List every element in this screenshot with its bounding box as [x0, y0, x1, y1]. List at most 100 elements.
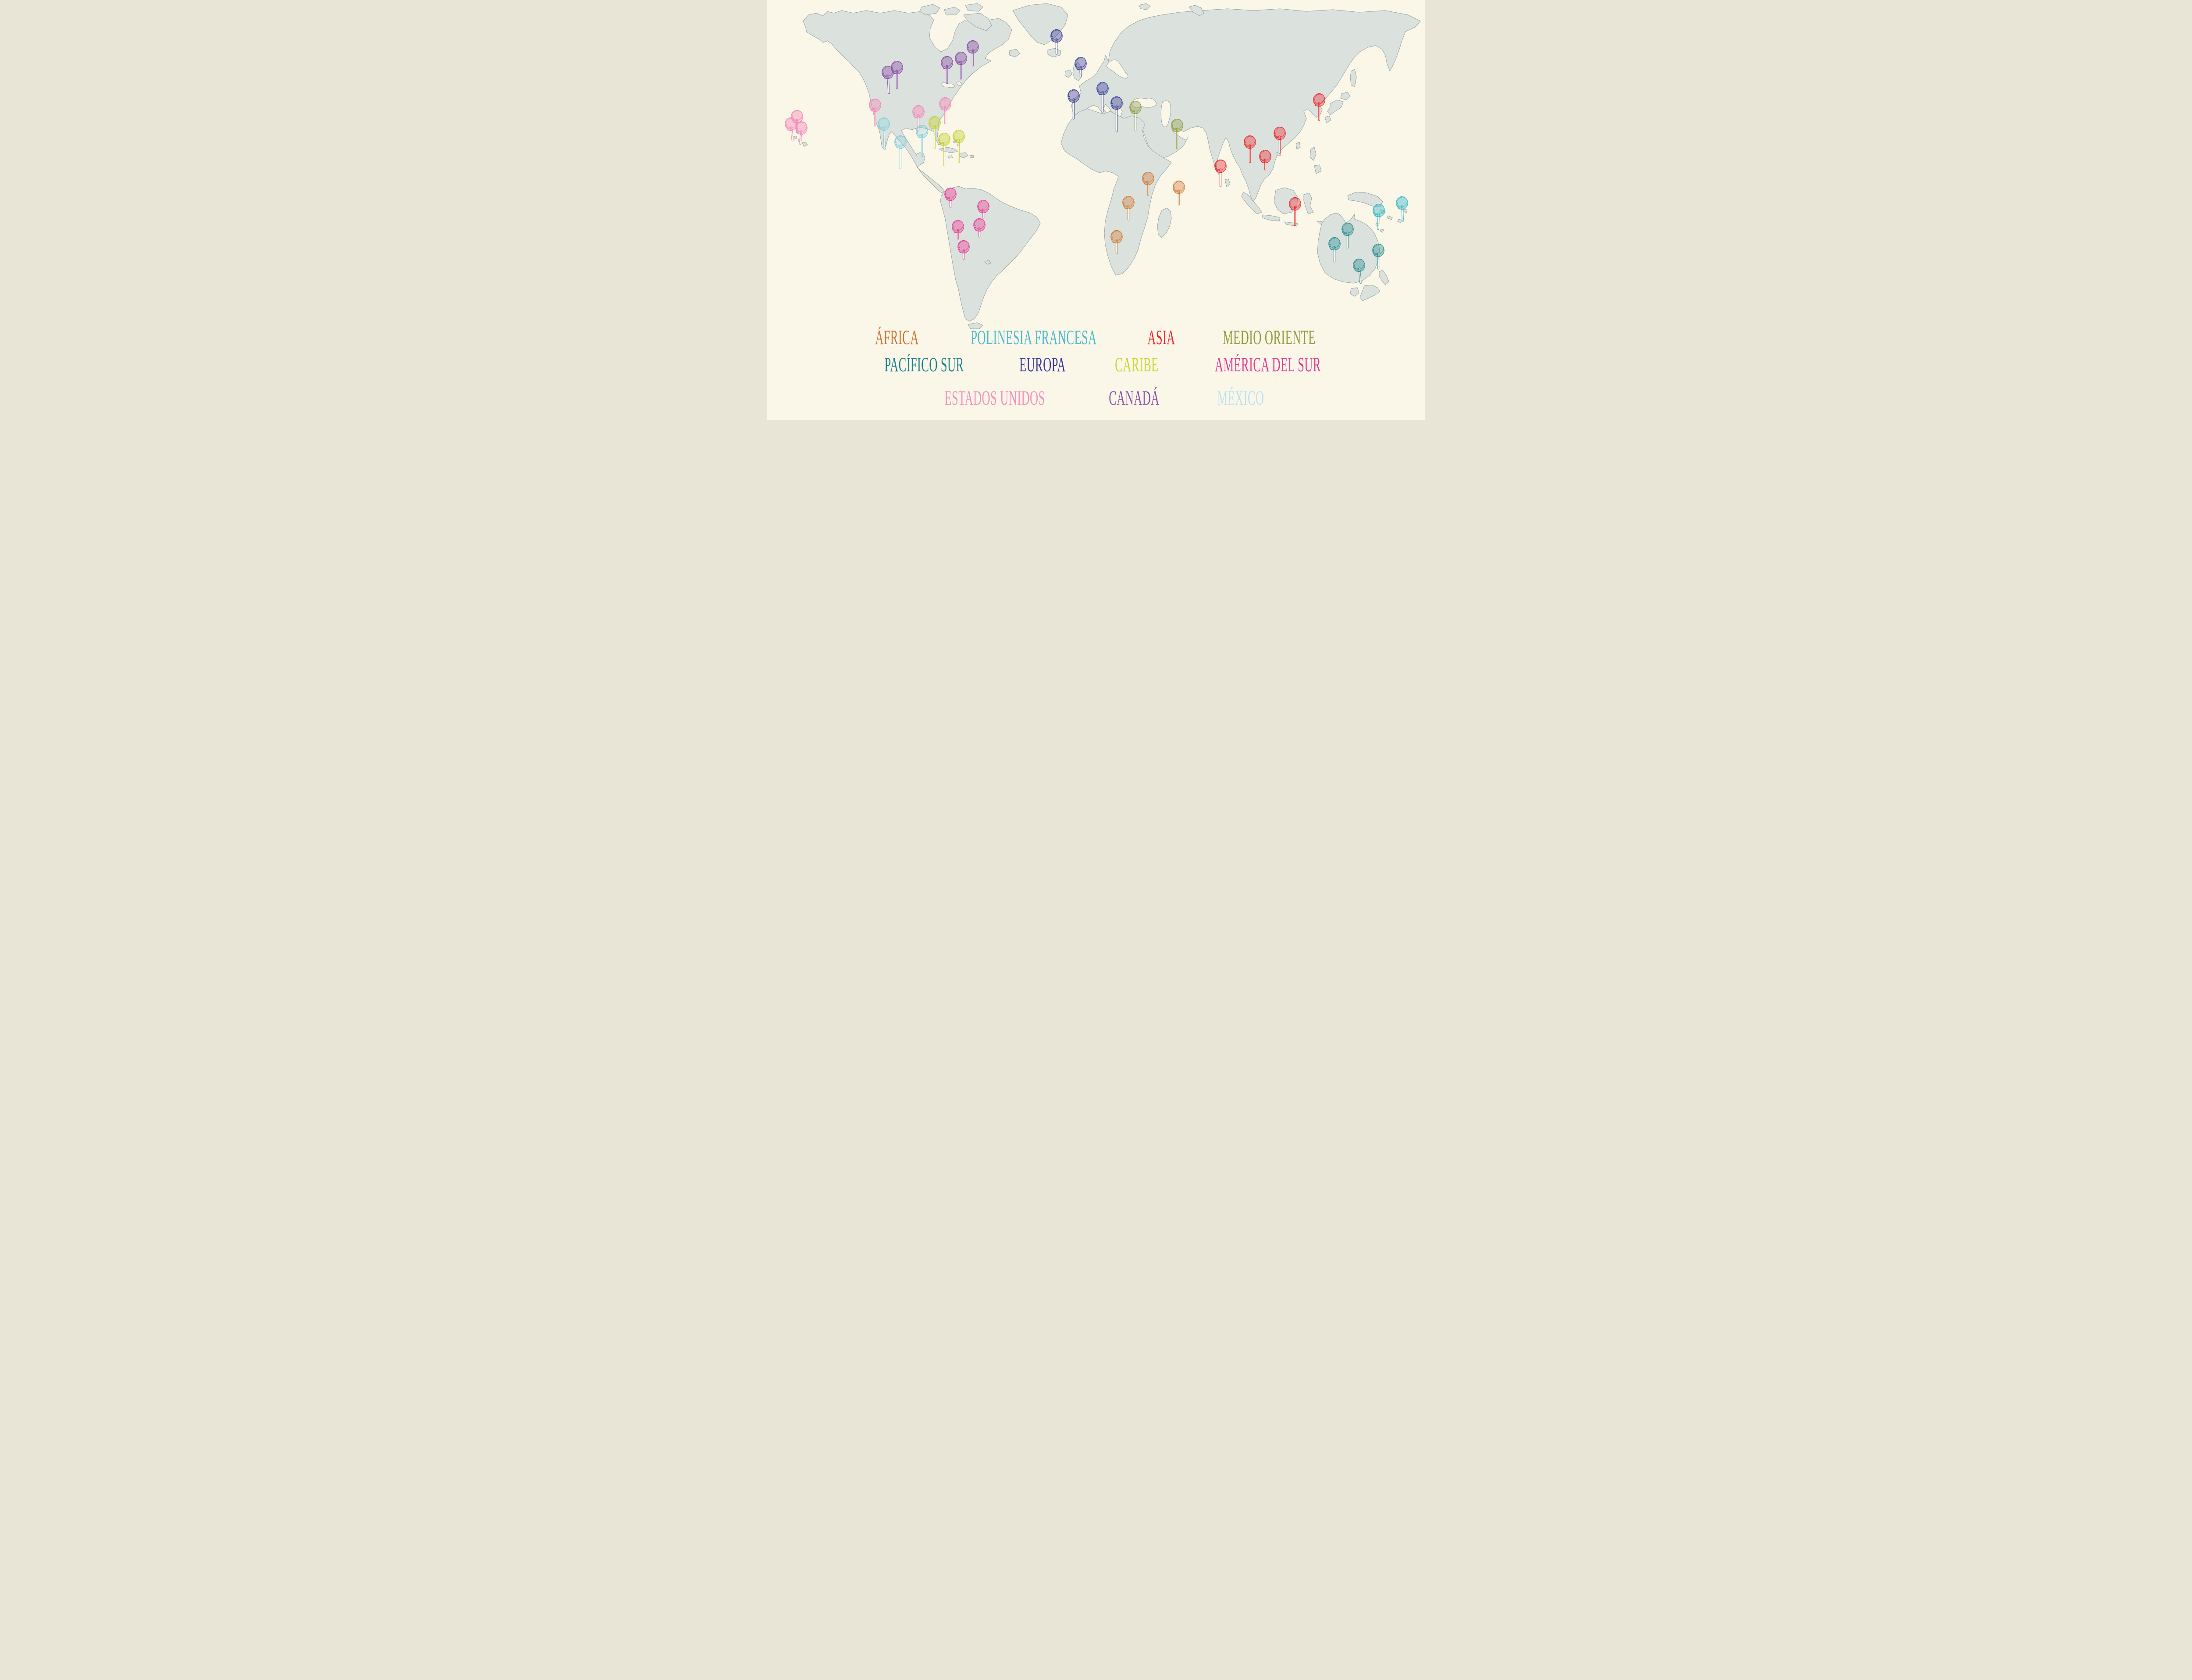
map-pin-estados-unidos[interactable] — [939, 97, 951, 125]
map-pin-canada[interactable] — [882, 65, 895, 94]
map-pin-africa[interactable] — [1173, 180, 1185, 206]
pin-face-scribble-icon — [1214, 160, 1226, 173]
map-pin-asia[interactable] — [1313, 93, 1325, 121]
pin-face-scribble-icon — [941, 57, 953, 69]
map-pin-estados-unidos[interactable] — [794, 121, 808, 145]
pin-stick — [1249, 144, 1251, 163]
map-pin-america-del-sur[interactable] — [944, 187, 957, 208]
map-pin-canada[interactable] — [967, 40, 979, 67]
map-pin-america-del-sur[interactable] — [957, 240, 970, 260]
map-pin-pacifico-sur[interactable] — [1372, 243, 1384, 270]
pin-balloon — [1173, 180, 1185, 194]
pin-stick — [933, 125, 936, 149]
map-pin-europa[interactable] — [1068, 89, 1080, 120]
pin-balloon — [1313, 93, 1325, 107]
map-pin-asia[interactable] — [1259, 149, 1271, 171]
pin-stick — [799, 130, 802, 145]
map-pin-mexico[interactable] — [878, 117, 890, 150]
pin-stick — [1134, 110, 1137, 132]
pin-balloon — [878, 117, 890, 131]
map-pin-canada[interactable] — [955, 51, 967, 80]
pin-face-scribble-icon — [957, 241, 969, 253]
pin-balloon — [952, 220, 964, 234]
map-pin-canada[interactable] — [891, 61, 903, 89]
pin-stick — [874, 107, 876, 127]
map-pin-pacifico-sur[interactable] — [1342, 222, 1354, 249]
landmass-arctic-islands — [919, 3, 992, 31]
sea-baltic — [1106, 59, 1128, 78]
map-pin-canada[interactable] — [941, 56, 953, 84]
map-pin-africa[interactable] — [1110, 230, 1123, 254]
world-map — [784, 3, 1421, 329]
map-pin-europa[interactable] — [1075, 57, 1087, 78]
pin-balloon — [1068, 89, 1080, 103]
sea-black — [1131, 98, 1157, 108]
pin-stick — [896, 70, 898, 89]
pin-balloon — [1110, 230, 1123, 244]
map-pin-medio-oriente[interactable] — [1129, 100, 1142, 132]
map-pin-america-del-sur[interactable] — [952, 220, 964, 240]
pins-layer — [784, 29, 1409, 284]
map-pin-caribe[interactable] — [953, 129, 965, 163]
map-pin-asia[interactable] — [1244, 135, 1256, 163]
map-pin-estados-unidos[interactable] — [791, 110, 803, 133]
map-pin-mexico[interactable] — [916, 125, 928, 157]
pin-balloon — [1353, 258, 1365, 272]
map-pin-europa[interactable] — [1110, 96, 1123, 132]
landmass-australia — [1317, 213, 1380, 284]
pin-stick — [1264, 159, 1267, 171]
pin-face-scribble-icon — [891, 61, 903, 74]
map-pin-america-del-sur[interactable] — [977, 199, 989, 219]
map-pin-polinesia-francesa[interactable] — [1396, 196, 1409, 222]
map-pin-estados-unidos[interactable] — [784, 117, 798, 142]
pin-balloon — [1142, 171, 1154, 185]
pin-face-scribble-icon — [1096, 82, 1108, 95]
map-pin-asia[interactable] — [1274, 126, 1286, 154]
map-pin-europa[interactable] — [1096, 82, 1109, 113]
map-pin-mexico[interactable] — [894, 135, 907, 169]
landmass-south-america — [940, 186, 1041, 322]
landmass-tierra-del-fuego — [968, 260, 991, 329]
map-pin-africa[interactable] — [1142, 171, 1154, 196]
pin-stick — [899, 144, 902, 169]
pin-face-scribble-icon — [1289, 198, 1301, 210]
pin-balloon — [1171, 118, 1183, 132]
map-pin-polinesia-francesa[interactable] — [1372, 203, 1385, 230]
map-pin-medio-oriente[interactable] — [1171, 118, 1183, 149]
pin-face-scribble-icon — [1342, 223, 1353, 236]
map-pin-asia[interactable] — [1214, 159, 1227, 187]
pin-face-scribble-icon — [929, 117, 940, 129]
map-pin-africa[interactable] — [1122, 196, 1135, 221]
pin-face-scribble-icon — [912, 106, 924, 118]
pin-face-scribble-icon — [878, 118, 890, 131]
pin-face-scribble-icon — [1244, 136, 1256, 149]
pin-face-scribble-icon — [1396, 197, 1408, 210]
pin-face-scribble-icon — [1129, 101, 1141, 114]
pin-face-scribble-icon — [1328, 238, 1340, 250]
pin-face-scribble-icon — [1173, 181, 1185, 194]
map-pin-caribe[interactable] — [938, 132, 950, 167]
map-pin-america-del-sur[interactable] — [973, 218, 986, 238]
pin-stick — [943, 142, 946, 167]
map-pin-pacifico-sur[interactable] — [1353, 258, 1366, 284]
pin-stick — [1278, 135, 1281, 154]
pin-stick — [1101, 91, 1104, 113]
pin-balloon — [891, 61, 903, 75]
map-pin-europa[interactable] — [1050, 29, 1063, 55]
pin-face-scribble-icon — [1274, 127, 1285, 140]
pin-face-scribble-icon — [1122, 196, 1134, 209]
map-pin-caribe[interactable] — [929, 116, 941, 149]
pin-stick — [1176, 128, 1178, 149]
pin-stick — [949, 196, 952, 208]
pin-balloon — [1372, 243, 1384, 257]
sea-caspian — [1160, 100, 1171, 127]
map-pin-pacifico-sur[interactable] — [1328, 237, 1341, 263]
map-pin-asia[interactable] — [1289, 197, 1301, 226]
pin-balloon — [1328, 237, 1341, 251]
pin-face-scribble-icon — [955, 52, 967, 65]
inland-seas-layer — [941, 59, 1171, 127]
map-pin-estados-unidos[interactable] — [869, 98, 881, 127]
pin-face-scribble-icon — [791, 110, 803, 123]
landmass-caribbean — [939, 140, 974, 159]
pin-balloon — [955, 51, 967, 65]
